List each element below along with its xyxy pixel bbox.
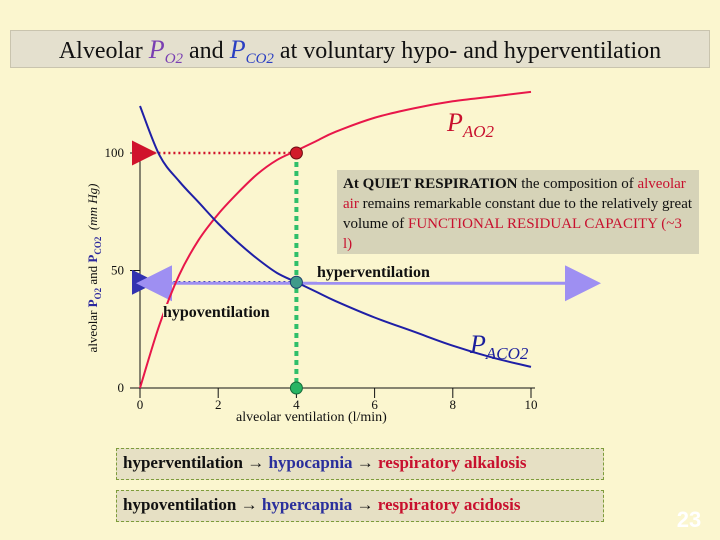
box2-hypercapnia: hypercapnia [261,495,353,514]
title-pco2-symbol: P [229,35,246,64]
box2-arrow-1: → [236,495,262,514]
paco2-sub: ACO2 [485,344,529,364]
hyperventilation-label: hyperventilation [317,264,430,282]
y-tick-label: 100 [105,145,125,160]
paco2-p: P [470,330,486,359]
title-pco2-sub: CO2 [245,51,274,67]
title-post: at voluntary hypo- and hyperventilation [279,38,662,64]
ylabel-unit: (mm Hg) [85,183,101,231]
box2-respiratory-acidosis: respiratory acidosis [377,495,521,514]
series-line-pao2 [139,90,532,389]
x-tick-label: 4 [293,397,300,412]
title-and: and [189,38,224,64]
y-tick-label: 0 [118,380,125,395]
note-quiet-respiration: At QUIET RESPIRATION [343,176,518,192]
box1-hyperventilation: hyperventilation [123,453,243,472]
pco2-operating-point [289,275,303,289]
pao2-curve-label: PAO2 [447,108,494,142]
ylabel-p2: P [85,254,101,263]
ylabel-s1: O2 [92,287,103,300]
box1-arrow-2: → [352,453,379,472]
quiet-respiration-note: At QUIET RESPIRATION the composition of … [337,170,699,254]
note-frc-volume: (~3 l) [343,216,682,252]
note-alveolar-air: alveolar air [343,176,686,212]
title-po2-sub: O2 [164,51,184,67]
box1-hypocapnia: hypocapnia [268,453,353,472]
slide-title: Alveolar PO2 and PCO2 at voluntary hypo-… [11,35,709,68]
ylabel-s2: CO2 [92,236,103,255]
x-axis-label: alveolar ventilation (l/min) [236,410,387,426]
title-box: Alveolar PO2 and PCO2 at voluntary hypo-… [10,30,710,68]
hyperventilation-summary-box: hyperventilation → hypocapnia → respirat… [116,448,604,480]
x-tick-label: 6 [371,397,378,412]
y-axis-label: alveolar PO2 and PCO2 (mm Hg) [85,184,103,353]
ventilation-operating-point [289,381,303,395]
page-number: 23 [676,507,702,532]
x-tick-label: 10 [525,397,538,412]
pao2-p: P [447,108,463,137]
x-tick-label: 2 [215,397,222,412]
pao2-sub: AO2 [462,122,495,142]
note-text-2: remains remarkable constant due to the r… [343,196,693,232]
x-axis-label-text: alveolar ventilation (l/min) [236,410,387,425]
box1-respiratory-alkalosis: respiratory alkalosis [378,453,527,472]
title-po2-symbol: P [148,35,165,64]
ylabel-p1: P [85,299,101,308]
po2-operating-point [289,146,303,160]
hypoventilation-summary-box: hypoventilation → hypercapnia → respirat… [116,490,604,522]
note-text-1: the composition of [517,176,638,192]
note-frc: FUNCTIONAL RESIDUAL CAPACITY [408,216,658,232]
ylabel-pre: alveolar [85,310,101,353]
box2-arrow-2: → [352,495,378,514]
box2-hypoventilation: hypoventilation [123,495,237,514]
title-pre: Alveolar [58,38,143,64]
series-line-paco2 [139,105,532,368]
y-tick-label: 50 [111,263,124,278]
paco2-curve-label: PACO2 [470,330,528,364]
hypoventilation-label: hypoventilation [163,304,270,322]
x-tick-label: 8 [450,397,457,412]
box1-arrow-1: → [242,453,269,472]
ylabel-and: and [85,265,101,285]
x-tick-label: 0 [137,397,144,412]
